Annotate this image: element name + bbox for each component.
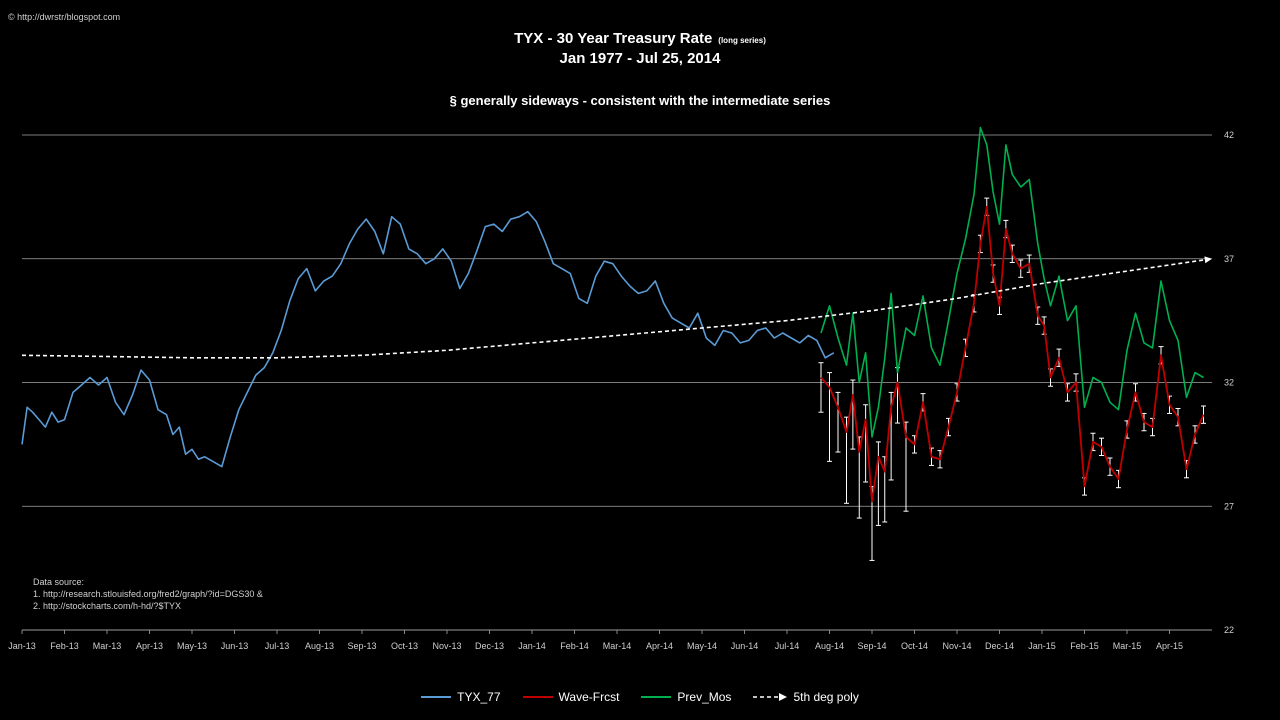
y-tick-label: 22: [1224, 625, 1234, 635]
x-tick-label: Dec-13: [475, 641, 504, 651]
data-source: Data source: 1. http://research.stlouisf…: [33, 576, 263, 612]
x-tick-label: Apr-13: [136, 641, 163, 651]
data-source-line-1: 1. http://research.stlouisfed.org/fred2/…: [33, 589, 263, 599]
x-tick-label: Feb-14: [560, 641, 589, 651]
credit-text: © http://dwrstr/blogspot.com: [8, 12, 121, 22]
x-tick-label: Oct-13: [391, 641, 418, 651]
x-tick-label: Mar-13: [93, 641, 122, 651]
x-tick-label: Nov-13: [432, 641, 461, 651]
x-tick-label: Sep-14: [857, 641, 886, 651]
x-tick-label: Aug-14: [815, 641, 844, 651]
y-tick-label: 37: [1224, 254, 1234, 264]
x-tick-label: Jul-13: [265, 641, 290, 651]
x-tick-label: Feb-13: [50, 641, 79, 651]
legend-item-wave: Wave-Frcst: [522, 690, 620, 704]
chart-title-note: (long series): [718, 36, 766, 45]
x-tick-label: Aug-13: [305, 641, 334, 651]
x-axis: Jan-13 Feb-13 Mar-13 Apr-13 May-13 Jun-13 Jul-…: [8, 629, 1212, 651]
x-tick-label: Nov-14: [942, 641, 971, 651]
chart-title: TYX - 30 Year Treasury Rate (long series): [0, 30, 1280, 47]
x-tick-label: Sep-13: [347, 641, 376, 651]
x-tick-label: Jan-14: [518, 641, 546, 651]
y-tick-label: 42: [1224, 130, 1234, 140]
x-tick-label: Oct-14: [901, 641, 928, 651]
series-poly-line: [21, 258, 1213, 359]
legend: TYX_77 Wave-Frcst Prev_Mos 5th deg poly: [0, 690, 1280, 704]
series-prev-line: [820, 126, 1204, 438]
x-tick-label: Jul-14: [775, 641, 800, 651]
x-tick-label: Apr-14: [646, 641, 673, 651]
y-tick-label: 32: [1224, 378, 1234, 388]
x-tick-label: May-14: [687, 641, 717, 651]
x-tick-label: Jun-14: [731, 641, 759, 651]
x-tick-label: Dec-14: [985, 641, 1014, 651]
data-source-heading: Data source:: [33, 577, 85, 587]
x-tick-label: Jun-13: [221, 641, 249, 651]
x-tick-label: May-13: [177, 641, 207, 651]
legend-item-prev: Prev_Mos: [641, 690, 731, 704]
legend-label-prev: Prev_Mos: [677, 690, 732, 704]
x-tick-label: Mar-14: [603, 641, 632, 651]
x-tick-label: Mar-15: [1113, 641, 1142, 651]
legend-label-tyx: TYX_77: [457, 690, 501, 704]
chart-subtitle: Jan 1977 - Jul 25, 2014: [559, 50, 721, 67]
chart-note: § generally sideways - consistent with t…: [449, 93, 831, 108]
series-lines: [21, 126, 1213, 503]
legend-label-poly: 5th deg poly: [793, 690, 859, 704]
series-tyx-line: [21, 210, 835, 468]
x-tick-label: Feb-15: [1070, 641, 1099, 651]
x-tick-label: Apr-15: [1156, 641, 1183, 651]
chart-title-main: TYX - 30 Year Treasury Rate: [514, 30, 713, 47]
poly-arrowhead: [1204, 256, 1212, 264]
y-tick-label: 27: [1224, 501, 1234, 511]
data-source-line-2: 2. http://stockcharts.com/h-hd/?$TYX: [33, 601, 182, 611]
legend-item-poly: 5th deg poly: [753, 690, 859, 704]
x-tick-label: Jan-15: [1028, 641, 1056, 651]
y-axis-ticks: 22 27 32 37 42: [1224, 130, 1234, 635]
chart-title-block: TYX - 30 Year Treasury Rate (long series)…: [0, 30, 1280, 67]
legend-label-wave: Wave-Frcst: [558, 690, 620, 704]
legend-item-tyx: TYX_77: [421, 690, 501, 704]
x-tick-label: Jan-13: [8, 641, 36, 651]
series-wave-line: [820, 205, 1205, 503]
